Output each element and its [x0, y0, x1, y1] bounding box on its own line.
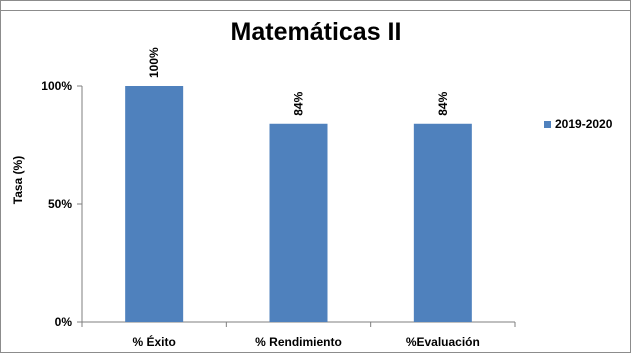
- data-label: 100%: [147, 47, 161, 78]
- x-tick-label: % Éxito: [132, 334, 175, 349]
- bar: [413, 123, 472, 322]
- bar: [125, 86, 184, 322]
- data-label: 84%: [436, 91, 450, 115]
- top-strip: [1, 1, 630, 11]
- y-tick-label: 100%: [41, 79, 72, 93]
- chart-title: Matemáticas II: [231, 18, 402, 46]
- y-tick-label: 50%: [48, 197, 72, 211]
- x-tick-label: %Evaluación: [406, 335, 480, 349]
- plot-area: 0% 50% 100% 100% % Éxito 84% % Rendimiento 84%%…: [41, 47, 516, 349]
- bar: [269, 123, 328, 322]
- legend-swatch: [544, 121, 551, 128]
- legend: 2019-2020: [544, 117, 613, 131]
- y-axis-label: Tasa (%): [11, 156, 25, 204]
- x-tick-label: % Rendimiento: [255, 335, 342, 349]
- legend-label-2019-2020: 2019-2020: [555, 117, 613, 131]
- y-tick-label: 0%: [55, 315, 73, 329]
- data-label: 84%: [292, 91, 306, 115]
